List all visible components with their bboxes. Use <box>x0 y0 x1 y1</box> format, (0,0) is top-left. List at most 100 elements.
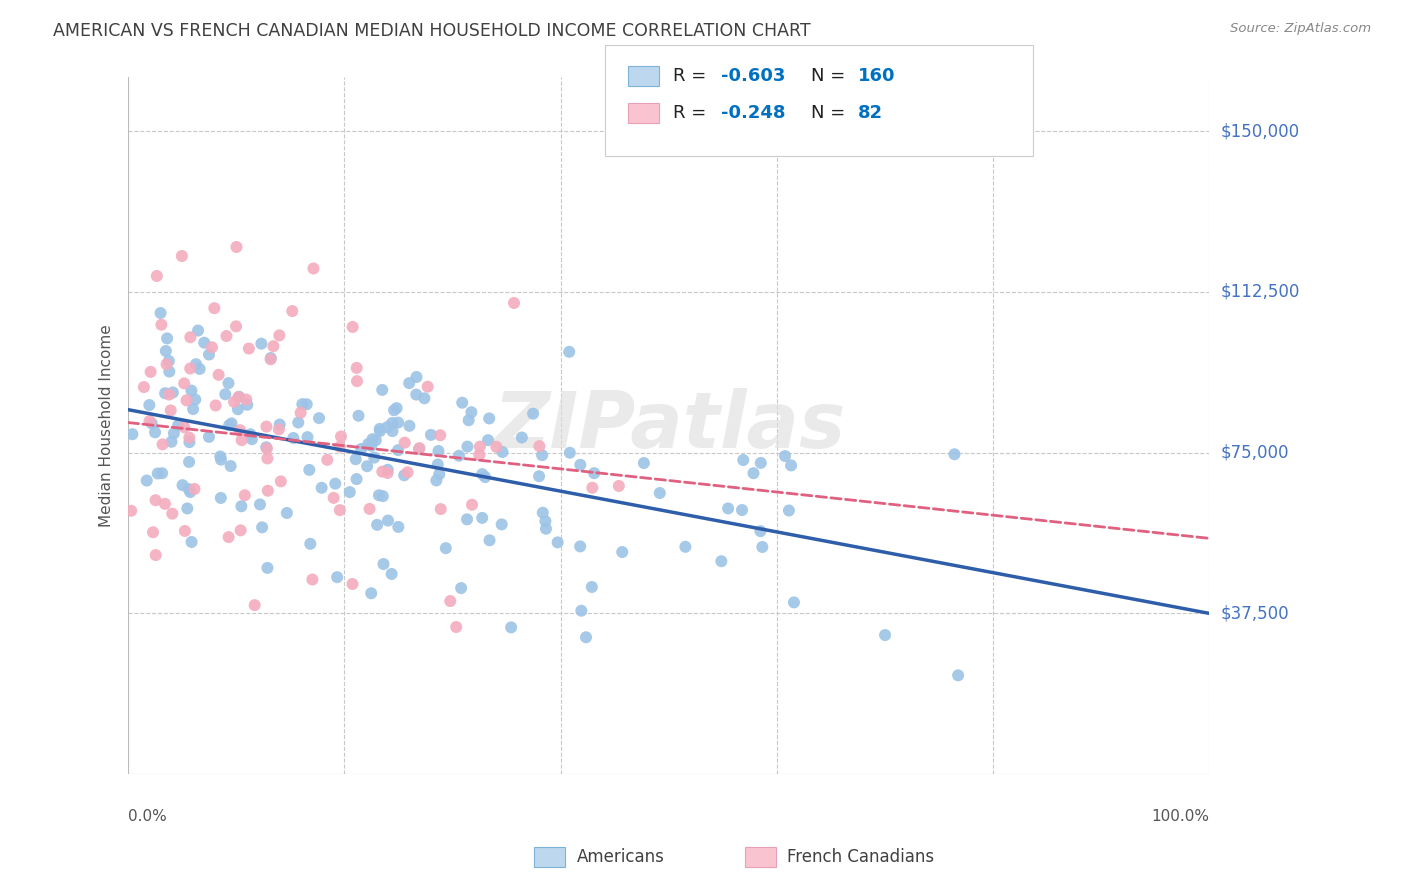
Point <box>356 459 378 474</box>
Point <box>256 442 278 456</box>
Point <box>408 442 430 456</box>
Point <box>156 331 179 345</box>
Text: 160: 160 <box>858 67 896 85</box>
Point <box>287 416 309 430</box>
Point <box>218 418 240 433</box>
Point <box>783 595 806 609</box>
Point <box>749 524 772 538</box>
Point <box>231 433 253 447</box>
Point <box>491 445 513 459</box>
Point <box>456 440 478 454</box>
Point <box>201 340 224 354</box>
Point <box>236 398 259 412</box>
Point <box>426 458 449 472</box>
Point <box>249 498 271 512</box>
Point <box>183 482 205 496</box>
Point <box>558 446 581 460</box>
Point <box>607 479 630 493</box>
Point <box>347 409 370 423</box>
Point <box>299 537 322 551</box>
Point <box>387 520 409 534</box>
Point <box>143 425 166 440</box>
Point <box>398 418 420 433</box>
Point <box>381 566 404 581</box>
Point <box>240 432 263 446</box>
Point <box>363 450 385 465</box>
Point <box>344 452 367 467</box>
Point <box>434 541 457 556</box>
Point <box>461 498 484 512</box>
Point <box>202 301 225 316</box>
Point <box>773 449 796 463</box>
Text: R =: R = <box>673 104 713 122</box>
Point <box>145 548 167 562</box>
Point <box>209 452 232 467</box>
Point <box>398 376 420 390</box>
Point <box>198 347 221 361</box>
Point <box>477 433 499 447</box>
Text: $37,500: $37,500 <box>1220 605 1289 623</box>
Text: 100.0%: 100.0% <box>1152 809 1209 824</box>
Point <box>456 512 478 526</box>
Point <box>250 520 273 534</box>
Point <box>491 517 513 532</box>
Point <box>673 540 696 554</box>
Point <box>243 598 266 612</box>
Point <box>179 435 201 450</box>
Point <box>531 506 554 520</box>
Point <box>135 474 157 488</box>
Point <box>204 399 226 413</box>
Point <box>733 453 755 467</box>
Point <box>141 417 163 431</box>
Text: -0.603: -0.603 <box>721 67 786 85</box>
Point <box>173 524 195 538</box>
Point <box>160 434 183 449</box>
Point <box>152 437 174 451</box>
Point <box>302 261 325 276</box>
Point <box>377 466 399 480</box>
Point <box>155 357 177 371</box>
Point <box>267 422 290 436</box>
Point <box>943 447 966 461</box>
Point <box>145 493 167 508</box>
Point <box>485 440 508 454</box>
Point <box>382 403 405 417</box>
Text: N =: N = <box>811 67 851 85</box>
Point <box>583 466 606 480</box>
Text: $150,000: $150,000 <box>1220 122 1299 140</box>
Point <box>172 478 194 492</box>
Point <box>221 417 243 431</box>
Point <box>377 463 399 477</box>
Text: AMERICAN VS FRENCH CANADIAN MEDIAN HOUSEHOLD INCOME CORRELATION CHART: AMERICAN VS FRENCH CANADIAN MEDIAN HOUSE… <box>53 22 811 40</box>
Point <box>179 431 201 445</box>
Point <box>308 411 330 425</box>
Point <box>270 475 292 489</box>
Point <box>209 491 232 505</box>
Point <box>710 554 733 568</box>
Point <box>214 387 236 401</box>
Point <box>181 402 204 417</box>
Point <box>425 474 447 488</box>
Point <box>219 458 242 473</box>
Point <box>269 328 291 343</box>
Point <box>420 428 443 442</box>
Point <box>875 628 897 642</box>
Point <box>339 485 361 500</box>
Point <box>342 320 364 334</box>
Point <box>346 472 368 486</box>
Point <box>281 304 304 318</box>
Point <box>396 466 419 480</box>
Point <box>780 458 803 473</box>
Point <box>375 420 398 434</box>
Point <box>633 456 655 470</box>
Point <box>262 339 284 353</box>
Point <box>250 336 273 351</box>
Point <box>531 448 554 462</box>
Point <box>198 430 221 444</box>
Point <box>371 383 394 397</box>
Point <box>387 416 409 430</box>
Point <box>444 620 467 634</box>
Point <box>439 594 461 608</box>
Text: Americans: Americans <box>576 848 665 866</box>
Point <box>283 431 305 445</box>
